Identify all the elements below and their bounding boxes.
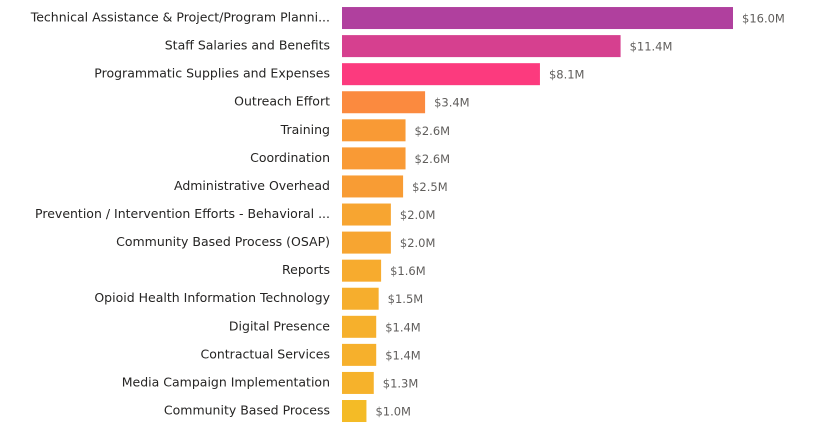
category-label: Contractual Services — [200, 346, 330, 361]
bar — [342, 231, 391, 254]
bar — [342, 315, 377, 338]
value-label: $1.3M — [383, 376, 419, 390]
category-label: Media Campaign Implementation — [122, 374, 330, 389]
category-label: Community Based Process (OSAP) — [116, 234, 330, 249]
value-label: $1.4M — [385, 320, 421, 334]
value-label: $2.5M — [412, 180, 448, 194]
value-label: $1.6M — [390, 264, 426, 278]
value-label: $1.0M — [375, 405, 411, 419]
bar — [342, 287, 379, 310]
category-label: Staff Salaries and Benefits — [165, 38, 330, 53]
bar — [342, 7, 733, 30]
bar — [342, 147, 406, 170]
category-label: Programmatic Supplies and Expenses — [94, 66, 330, 81]
bar — [342, 203, 391, 226]
category-label: Community Based Process — [164, 403, 330, 418]
category-label: Outreach Effort — [234, 94, 330, 109]
bar — [342, 91, 426, 114]
bar — [342, 63, 540, 86]
value-label: $2.6M — [415, 124, 451, 138]
value-label: $2.0M — [400, 208, 436, 222]
value-label: $1.5M — [388, 292, 424, 306]
category-label: Reports — [282, 262, 330, 277]
value-label: $2.0M — [400, 236, 436, 250]
value-label: $3.4M — [434, 96, 470, 110]
bar — [342, 259, 382, 282]
category-label: Prevention / Intervention Efforts - Beha… — [35, 206, 330, 221]
bar — [342, 35, 621, 58]
category-label: Coordination — [250, 150, 330, 165]
value-label: $8.1M — [549, 68, 585, 82]
category-label: Training — [280, 122, 330, 137]
value-label: $11.4M — [630, 40, 673, 54]
category-label: Digital Presence — [229, 318, 330, 333]
bar — [342, 119, 406, 142]
bar — [342, 400, 367, 423]
bar — [342, 371, 374, 394]
category-label: Opioid Health Information Technology — [94, 290, 330, 305]
value-label: $16.0M — [742, 12, 785, 26]
bar — [342, 343, 377, 366]
value-label: $1.4M — [385, 348, 421, 362]
category-label: Technical Assistance & Project/Program P… — [30, 10, 330, 25]
category-label: Administrative Overhead — [174, 178, 330, 193]
bar — [342, 175, 404, 198]
value-label: $2.6M — [415, 152, 451, 166]
